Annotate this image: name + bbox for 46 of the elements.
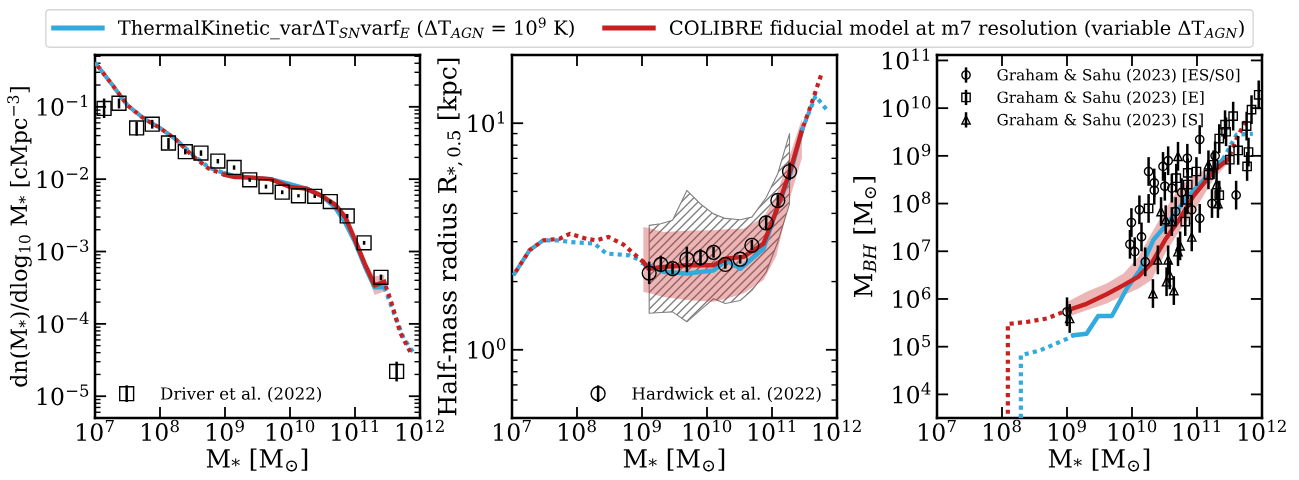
x-tick-label: 10$^{9}$ [1049,419,1086,441]
x-axis-title: M$_{*}$ [M$_{⊙}$] [206,448,308,472]
legend-label: Graham & Sahu (2023) [E] [997,91,1204,106]
x-tick-label: 10$^{10}$ [266,419,315,441]
text: ThermalKinetic_varΔT$_{SN}$varf$_{E}$ (ΔT$_{AGN}$ = 10$^{9}$ K) [117,17,574,40]
y-tick-label: 10$^{10}$ [883,96,931,118]
x-tick-label: 10$^{11}$ [748,419,795,441]
x-axis-title: M$_{*}$ [M$_{⊙}$] [623,448,725,472]
y-tick-label: 10$^{0}$ [468,337,506,359]
x-tick-label: 10$^{11}$ [331,419,378,441]
legend-label: COLIBRE fiducial model at m7 resolution (variable ΔT$_{AGN}$) [669,20,1244,39]
y-tick-label: 10$^{11}$ [883,48,930,70]
x-tick-label: 10$^{12}$ [396,419,444,441]
x-axis-title: M$_{*}$ [M$_{⊙}$] [1048,448,1150,472]
x-tick-label: 10$^{7}$ [494,420,531,441]
x-tick-label: 10$^{9}$ [624,419,661,441]
y-axis-title: M$_{BH}$ [M$_{⊙}$] [853,177,877,297]
x-tick-label: 10$^{7}$ [77,420,114,441]
x-tick-label: 10$^{10}$ [1108,419,1157,441]
y-tick-label: 10$^{4}$ [893,382,931,404]
legend-label: Graham & Sahu (2023) [S] [997,113,1203,128]
x-tick-label: 10$^{12}$ [813,419,861,441]
y-tick-label: 10$^{−2}$ [37,167,88,189]
y-tick-label: 10$^{−1}$ [37,94,88,116]
y-tick-label: 10$^{9}$ [893,143,931,165]
x-tick-label: 10$^{11}$ [1173,419,1220,441]
x-tick-label: 10$^{12}$ [1238,419,1286,441]
legend-label: Hardwick et al. (2022) [632,386,821,403]
y-tick-label: 10$^{−5}$ [37,384,89,406]
y-tick-label: 10$^{−3}$ [37,239,89,261]
y-tick-label: 10$^{6}$ [893,286,931,309]
y-tick-label: 10$^{8}$ [893,191,931,213]
y-axis-title: Half-mass radius R$_{*,0.5}$ [kpc] [437,58,463,416]
y-tick-label: 10$^{7}$ [893,239,931,261]
y-tick-label: 10$^{5}$ [893,334,931,356]
legend-label: Graham & Sahu (2023) [ES/S0] [997,68,1240,83]
y-tick-label: 10$^{−4}$ [37,311,89,333]
text: dn(M$_{*}$)/dlog$_{10}$ M$_{*}$ [cMpc$^{−3}$] [7,87,32,387]
y-tick-label: 10$^{1}$ [468,111,505,133]
x-tick-label: 10$^{8}$ [984,419,1021,441]
x-tick-label: 10$^{7}$ [919,420,956,441]
x-tick-label: 10$^{8}$ [142,419,179,441]
x-tick-label: 10$^{9}$ [207,419,244,441]
x-tick-label: 10$^{8}$ [559,419,596,441]
x-tick-label: 10$^{10}$ [683,419,732,441]
legend-label: Driver et al. (2022) [160,386,322,403]
